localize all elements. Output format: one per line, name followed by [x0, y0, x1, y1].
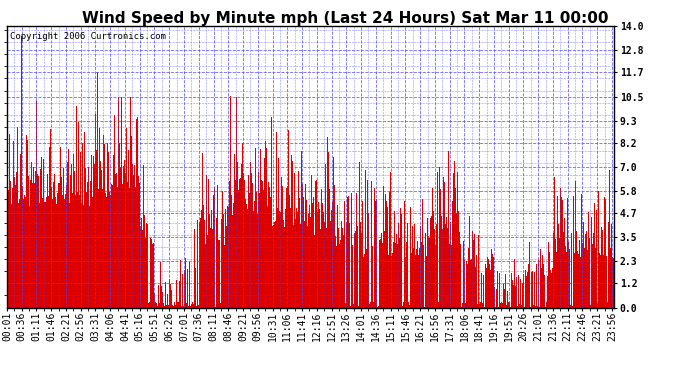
Text: Wind Speed by Minute mph (Last 24 Hours) Sat Mar 11 00:00: Wind Speed by Minute mph (Last 24 Hours)…	[81, 11, 609, 26]
Text: Copyright 2006 Curtronics.com: Copyright 2006 Curtronics.com	[10, 32, 166, 41]
